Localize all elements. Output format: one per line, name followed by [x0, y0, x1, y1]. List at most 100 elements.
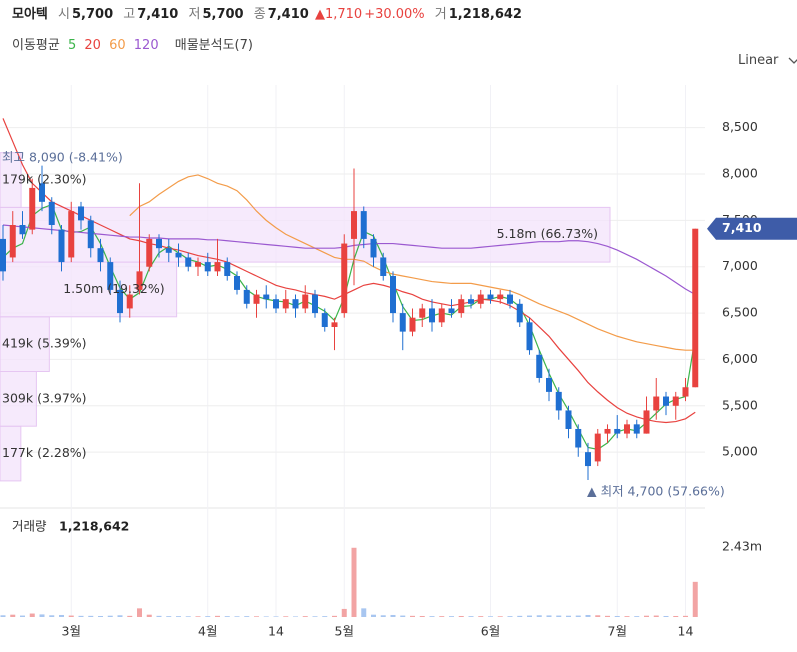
field-label: 거 [434, 7, 447, 22]
candle-body [458, 299, 465, 314]
candle-body [672, 396, 679, 406]
candle-body [409, 317, 416, 332]
volume-bar [400, 615, 406, 617]
profile-bar [0, 261, 178, 318]
volume-bar [517, 615, 523, 617]
candle-body [273, 299, 279, 309]
candle-body [438, 308, 445, 323]
candle-body [321, 313, 328, 327]
profile-bar [0, 370, 37, 427]
volume-bar [0, 615, 6, 617]
volume-bar [20, 615, 25, 617]
scale-dropdown[interactable]: Linear [738, 53, 797, 68]
candle-body [468, 299, 474, 304]
candle-body [448, 308, 455, 314]
candle-body [477, 294, 484, 304]
candle-body [575, 428, 582, 448]
candle-body [78, 206, 84, 221]
candle-body [263, 294, 270, 300]
field-label: 저 [188, 7, 201, 22]
header: 모아텍 시 5,700 고 7,410 저 5,700 종 7,410 ▲1,710 +3… [12, 3, 528, 22]
candle-body [399, 313, 406, 332]
scale-mode: Linear [738, 53, 779, 68]
candle-body [526, 322, 533, 351]
volume-bar [195, 616, 201, 617]
candle-body [253, 294, 260, 304]
volume-bar [137, 608, 142, 617]
candle-body [312, 294, 318, 314]
volume-bar [273, 616, 279, 617]
candle-body [39, 183, 45, 202]
price-tag-label: 7,410 [722, 220, 762, 235]
volume-bar [429, 616, 435, 617]
ma-line [2, 118, 696, 424]
candle-body [9, 225, 16, 258]
profile-toggle[interactable]: 매물분석도(7) [174, 38, 253, 53]
field-value: 1,218,642 [448, 7, 522, 22]
volume-bar [341, 608, 347, 617]
candle-body [555, 391, 562, 411]
y-tick-label: 8,000 [722, 166, 758, 181]
candle-body [507, 294, 513, 304]
candle-body [565, 410, 572, 429]
candle-body [360, 211, 367, 239]
candle-body [370, 238, 377, 258]
candle-body [302, 294, 309, 309]
field-value: 5,700 [202, 7, 244, 22]
change: ▲1,710 [314, 7, 363, 22]
candle-body [546, 377, 552, 392]
candle-body [682, 387, 689, 397]
candle-body [165, 248, 172, 253]
candle-body [692, 228, 699, 388]
candle-body [663, 396, 669, 406]
volume-bar [59, 614, 64, 617]
volume-bar [176, 616, 181, 617]
volume-bar [78, 615, 84, 617]
volume-bar [458, 615, 464, 617]
x-tick-label: 7월 [608, 624, 627, 639]
y-tick-label: 6,500 [722, 305, 758, 320]
volume-bar [244, 616, 250, 617]
x-tick-label: 14 [678, 624, 694, 639]
y-tick-label: 8,500 [722, 119, 758, 134]
volume-bar [234, 616, 240, 617]
ma-line [129, 174, 696, 351]
profile-bar [0, 316, 50, 372]
volume-bar [205, 616, 211, 617]
legend-entry[interactable]: 60 [109, 38, 126, 53]
volume-bar [146, 614, 152, 617]
volume-bar [556, 615, 562, 617]
x-tick-label: 3월 [62, 624, 81, 639]
profile-label: 179k (2.30%) [2, 172, 87, 187]
volume-bar [302, 616, 308, 617]
legend-entry[interactable]: 120 [133, 38, 159, 53]
volume-bar [390, 614, 396, 617]
profile-label: 419k (5.39%) [2, 336, 87, 351]
volume-bar [283, 616, 289, 617]
candle-body [185, 257, 192, 267]
field-label: 종 [253, 7, 266, 22]
stock-name: 모아텍 [12, 7, 48, 22]
volume-title: 거래량 [12, 519, 47, 534]
candle-body [516, 303, 523, 323]
volume-bar [644, 615, 649, 617]
volume-bar [10, 614, 16, 617]
candle-body [146, 238, 153, 267]
legend-entry[interactable]: 20 [84, 38, 101, 53]
ma-line [2, 224, 696, 296]
chevron [788, 57, 797, 64]
x-tick-label: 5월 [335, 624, 354, 639]
volume-bar [127, 615, 133, 617]
volume-bar [49, 615, 55, 617]
ma-title: 이동평균 [12, 38, 60, 53]
volume-bar [361, 608, 367, 617]
profile-label: 1.50m (19.32%) [63, 281, 164, 296]
candle-body [429, 308, 435, 323]
legend-entry[interactable]: 5 [67, 38, 77, 53]
volume-bar [653, 615, 659, 617]
volume-bar [117, 615, 123, 617]
candle-body [97, 248, 104, 263]
candle-body [585, 452, 591, 467]
volume-tick-label: 2.43m [722, 538, 762, 553]
